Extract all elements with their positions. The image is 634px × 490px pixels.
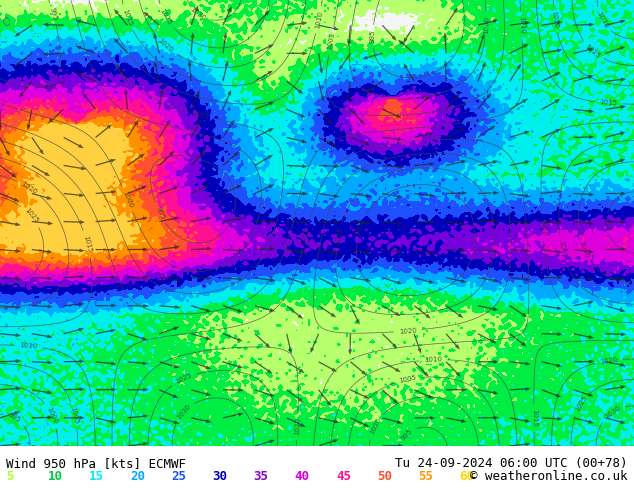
Text: 1020: 1020 — [399, 327, 417, 335]
Text: 1015: 1015 — [82, 235, 93, 253]
Text: 1000: 1000 — [121, 190, 134, 209]
Text: 1010: 1010 — [424, 357, 443, 363]
Text: 1025: 1025 — [574, 395, 588, 413]
Text: 1015: 1015 — [599, 99, 618, 107]
Text: 1025: 1025 — [23, 207, 39, 224]
Text: 1010: 1010 — [518, 16, 525, 34]
Text: 1020: 1020 — [157, 38, 174, 54]
Text: 20: 20 — [130, 470, 145, 483]
Text: 15: 15 — [89, 470, 104, 483]
Text: 1010: 1010 — [539, 218, 546, 236]
Text: 1010: 1010 — [314, 10, 323, 29]
Text: 1005: 1005 — [398, 374, 417, 384]
Text: 1030: 1030 — [603, 405, 621, 420]
Text: 1005: 1005 — [191, 110, 210, 120]
Text: 1020: 1020 — [20, 180, 39, 195]
Text: 1015: 1015 — [531, 409, 537, 427]
Text: 25: 25 — [171, 470, 186, 483]
Text: 995: 995 — [8, 412, 22, 424]
Text: 1000: 1000 — [578, 240, 590, 259]
Text: 995: 995 — [370, 30, 376, 43]
Text: 50: 50 — [377, 470, 392, 483]
Text: 30: 30 — [212, 470, 228, 483]
Text: 995: 995 — [603, 218, 610, 231]
Text: 1005: 1005 — [70, 406, 79, 424]
Text: 1025: 1025 — [174, 372, 193, 385]
Text: 1030: 1030 — [354, 218, 366, 237]
Text: 1030: 1030 — [175, 403, 191, 421]
Text: Tu 24-09-2024 06:00 UTC (00+78): Tu 24-09-2024 06:00 UTC (00+78) — [395, 457, 628, 470]
Text: 1020: 1020 — [551, 10, 559, 29]
Text: 1000: 1000 — [482, 16, 489, 34]
Text: 995: 995 — [154, 206, 165, 220]
Text: 1025: 1025 — [334, 226, 344, 245]
Text: 1025: 1025 — [584, 43, 601, 59]
Text: 60: 60 — [460, 470, 475, 483]
Text: 1020: 1020 — [294, 417, 301, 435]
Text: 995: 995 — [400, 428, 413, 441]
Text: 35: 35 — [254, 470, 269, 483]
Text: 10: 10 — [48, 470, 63, 483]
Text: 1005: 1005 — [327, 31, 336, 50]
Text: 45: 45 — [336, 470, 351, 483]
Text: 1030: 1030 — [595, 11, 609, 29]
Text: 1025: 1025 — [158, 7, 172, 26]
Text: 995: 995 — [49, 7, 58, 21]
Text: © weatheronline.co.uk: © weatheronline.co.uk — [470, 470, 628, 483]
Text: 1015: 1015 — [122, 8, 133, 27]
Text: Wind 950 hPa [kts] ECMWF: Wind 950 hPa [kts] ECMWF — [6, 457, 186, 470]
Text: 1000: 1000 — [45, 406, 58, 424]
Text: 1030: 1030 — [189, 6, 207, 22]
Text: 55: 55 — [418, 470, 434, 483]
Text: 5: 5 — [6, 470, 14, 483]
Text: 1005: 1005 — [557, 240, 567, 259]
Text: 1020: 1020 — [599, 356, 618, 365]
Text: 1010: 1010 — [20, 343, 38, 350]
Text: 1000: 1000 — [368, 417, 382, 436]
Text: 40: 40 — [295, 470, 310, 483]
Text: 1015: 1015 — [301, 226, 311, 245]
